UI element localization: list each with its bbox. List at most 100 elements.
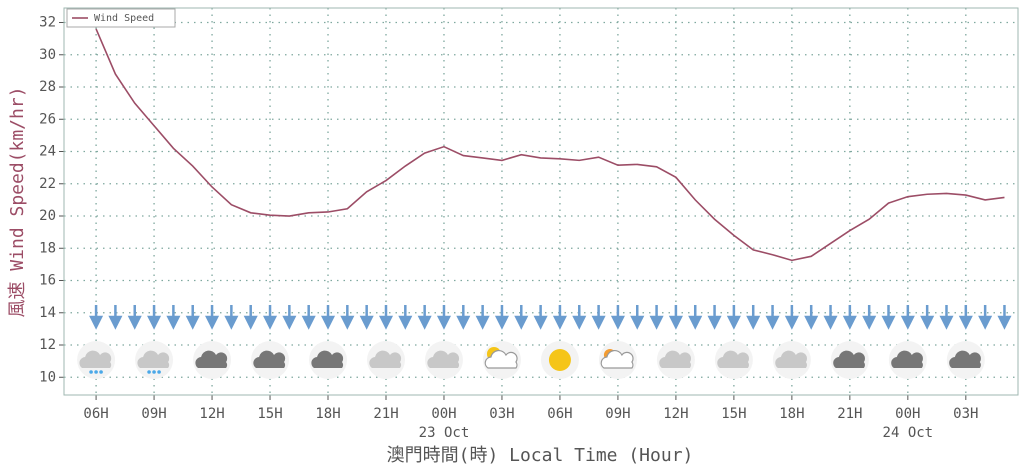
- x-tick-label: 15H: [257, 406, 282, 422]
- x-tick-label: 09H: [605, 406, 630, 422]
- x-tick-label: 21H: [373, 406, 398, 422]
- wind-arrow: [514, 305, 529, 330]
- date-label: 24 Oct: [883, 425, 934, 441]
- x-tick-label: 21H: [837, 406, 862, 422]
- wind-arrow: [630, 305, 645, 330]
- x-tick-label: 12H: [663, 406, 688, 422]
- wind-arrow: [108, 305, 123, 330]
- wind-arrow: [920, 305, 935, 330]
- cloud: [833, 350, 865, 368]
- x-axis-label: 澳門時間(時) Local Time (Hour): [387, 445, 694, 466]
- cloud: [137, 350, 170, 368]
- series-line: [95, 28, 1005, 262]
- wind-arrow: [436, 305, 451, 330]
- wind-arrow: [900, 305, 915, 330]
- wind-arrow: [804, 305, 819, 330]
- wind-arrow: [456, 305, 471, 330]
- y-tick-label: 18: [39, 240, 56, 256]
- cloud: [775, 350, 807, 368]
- rain-drop: [147, 370, 151, 374]
- x-tick-label: 03H: [489, 406, 514, 422]
- wind-arrow: [340, 305, 355, 330]
- legend-label: Wind Speed: [94, 13, 154, 24]
- rain-drop: [94, 370, 98, 374]
- cloud: [891, 350, 923, 368]
- wind-arrow: [823, 305, 838, 330]
- y-tick-label: 22: [39, 176, 56, 192]
- wind-arrow: [746, 305, 761, 330]
- wind-arrow: [494, 305, 509, 330]
- wind-arrow: [784, 305, 799, 330]
- wind-arrow: [842, 305, 857, 330]
- rain-drop: [157, 370, 161, 374]
- x-tick-label: 18H: [315, 406, 340, 422]
- plot-frame: [63, 7, 1019, 396]
- rain-drop: [99, 370, 103, 374]
- cloud: [369, 350, 402, 368]
- y-axis-label: 風速 Wind Speed(km/hr): [7, 86, 28, 317]
- y-tick-label: 30: [39, 47, 56, 63]
- wind-arrow: [147, 305, 162, 330]
- wind-arrow: [649, 305, 664, 330]
- x-tick-label: 00H: [431, 406, 456, 422]
- wind-arrow: [378, 305, 394, 330]
- x-tick-label: 12H: [199, 406, 224, 422]
- y-tick-label: 32: [39, 15, 56, 31]
- cloud: [600, 349, 634, 369]
- wind-arrow: [997, 305, 1012, 330]
- cloud: [949, 350, 981, 368]
- x-tick-label: 09H: [141, 406, 166, 422]
- wind-arrow: [185, 305, 200, 330]
- wind-arrow: [765, 305, 780, 330]
- y-tick-label: 28: [39, 79, 56, 95]
- rain-drop: [89, 370, 93, 374]
- cloud: [717, 350, 749, 368]
- x-tick-label: 03H: [953, 406, 978, 422]
- wind-arrow: [205, 305, 220, 330]
- y-tick-label: 20: [39, 208, 56, 224]
- cloud: [79, 350, 112, 368]
- wind-arrow: [610, 305, 625, 330]
- wind-arrow: [591, 305, 606, 330]
- wind-arrow: [978, 305, 993, 330]
- wind-arrow: [881, 305, 896, 330]
- y-tick-label: 10: [39, 369, 56, 385]
- wind-arrow: [958, 305, 973, 330]
- wind-arrow: [862, 305, 877, 330]
- wind-arrow: [282, 305, 297, 330]
- wind-arrow: [89, 305, 104, 330]
- cloud: [253, 350, 286, 368]
- wind-arrow: [572, 305, 587, 330]
- wind-arrow: [668, 305, 683, 330]
- y-tick-label: 16: [39, 273, 56, 289]
- cloud: [427, 350, 460, 368]
- x-tick-label: 06H: [547, 406, 572, 422]
- wind-arrow: [127, 305, 142, 330]
- y-tick-label: 26: [39, 111, 56, 127]
- wind-arrow: [707, 305, 722, 330]
- wind-arrow: [475, 305, 490, 330]
- x-tick-label: 18H: [779, 406, 804, 422]
- x-tick-label: 06H: [83, 406, 108, 422]
- wind-arrow: [939, 305, 954, 330]
- date-label: 23 Oct: [419, 425, 470, 441]
- wind-arrow: [552, 305, 567, 330]
- cloud: [484, 349, 518, 369]
- wind-arrow: [301, 305, 316, 330]
- x-tick-label: 00H: [895, 406, 920, 422]
- cloud: [311, 350, 344, 368]
- wind-arrow: [243, 305, 258, 330]
- y-tick-label: 14: [39, 305, 56, 321]
- wind-arrow: [263, 305, 278, 330]
- wind-arrow: [359, 305, 374, 330]
- y-tick-label: 12: [39, 337, 56, 353]
- wind-arrow: [417, 305, 432, 330]
- rain-drop: [152, 370, 156, 374]
- cloud: [659, 350, 692, 368]
- wind-arrow: [688, 305, 703, 330]
- moon: [548, 349, 571, 371]
- cloud: [195, 350, 228, 368]
- wind-arrow: [224, 305, 239, 330]
- wind-arrow: [726, 305, 741, 330]
